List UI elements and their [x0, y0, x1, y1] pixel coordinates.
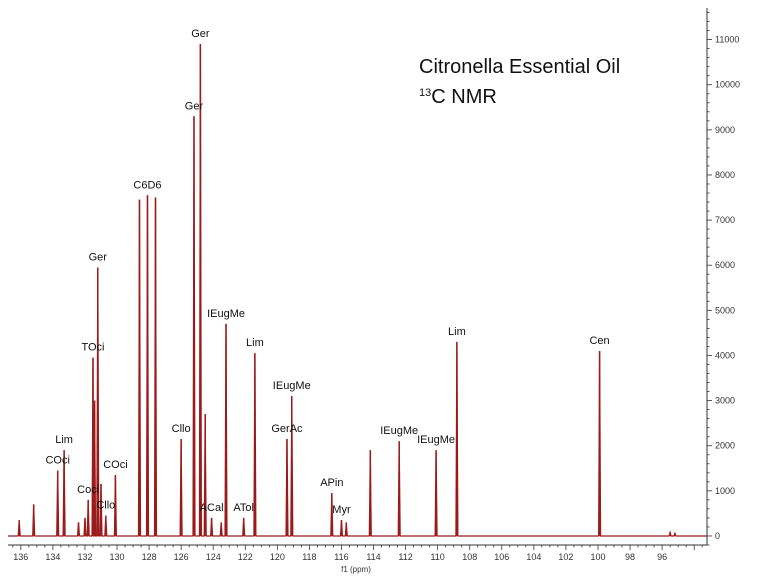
x-tick-label: 116 — [334, 552, 348, 562]
peak-label: C6D6 — [133, 179, 161, 191]
peak-label: Myr — [332, 504, 351, 516]
chart-title: Citronella Essential Oil — [419, 56, 620, 78]
x-tick-label: 100 — [590, 552, 605, 562]
x-tick-label: 124 — [206, 552, 221, 562]
y-tick-label: 4000 — [715, 350, 735, 360]
peak-label: Cllo — [172, 423, 191, 435]
x-tick-label: 136 — [13, 552, 28, 562]
plot-area: 136 134 132 130 128 126 124 122 120 118 116 114 112 1… — [8, 8, 740, 562]
y-tick-label: 6000 — [715, 260, 735, 270]
x-tick-label: 114 — [366, 552, 380, 562]
x-tick-label: 130 — [110, 552, 125, 562]
y-tick-label: 10000 — [715, 80, 740, 90]
peak-label: IEugMe — [417, 434, 455, 446]
y-tick-label: 9000 — [715, 125, 735, 135]
peak-label: Lim — [246, 337, 264, 349]
x-tick-label: 108 — [462, 552, 477, 562]
x-tick-label: 112 — [398, 552, 412, 562]
x-tick-label: 134 — [45, 552, 60, 562]
x-tick-label: 132 — [77, 552, 92, 562]
x-tick-label: 96 — [657, 552, 667, 562]
peak-label: Ger — [185, 100, 204, 112]
peak-label: TOci — [81, 342, 104, 354]
chart-subtitle: 13C NMR — [419, 86, 497, 108]
x-tick-label: 104 — [526, 552, 541, 562]
peak-label: Ger — [191, 28, 210, 40]
x-tick-label: 102 — [558, 552, 573, 562]
spectrum-trace — [8, 44, 707, 537]
y-tick-label: 11000 — [715, 35, 739, 45]
peak-label: Cllo — [96, 500, 115, 512]
peak-label: IEugMe — [380, 425, 418, 437]
y-tick-label: 7000 — [715, 215, 735, 225]
x-tick-label: 98 — [625, 552, 635, 562]
peak-label: Lim — [448, 326, 466, 338]
x-tick-label: 128 — [142, 552, 157, 562]
x-tick-label: 106 — [494, 552, 509, 562]
peak-label: COci — [103, 459, 127, 471]
y-tick-label: 2000 — [715, 441, 735, 451]
peak-label: Coci — [77, 484, 99, 496]
y-tick-label: 8000 — [715, 170, 735, 180]
peak-label: IEugMe — [273, 380, 311, 392]
peak-label: ACal — [200, 502, 224, 514]
peak-label: APin — [320, 477, 343, 489]
peak-label: COci — [45, 455, 69, 467]
chart-subtitle-sup: 13 — [419, 87, 431, 99]
x-tick-label: 120 — [270, 552, 285, 562]
peak-label: Ger — [89, 251, 108, 263]
peak-label: GerAc — [271, 423, 303, 435]
y-tick-label: 5000 — [715, 305, 735, 315]
peak-label: IEugMe — [207, 308, 245, 320]
x-axis-label: f1 (ppm) — [341, 565, 371, 574]
x-tick-label: 122 — [238, 552, 253, 562]
y-tick-label: 3000 — [715, 396, 735, 406]
chart-subtitle-main: C NMR — [431, 86, 497, 108]
x-tick-label: 126 — [174, 552, 189, 562]
peak-label: Cen — [589, 335, 609, 347]
x-tick-label: 110 — [430, 552, 444, 562]
peak-label: Lim — [55, 434, 73, 446]
y-tick-label: 0 — [715, 531, 720, 541]
x-tick-label: 118 — [302, 552, 316, 562]
peak-label: ATol — [233, 502, 254, 514]
y-tick-label: 1000 — [715, 486, 735, 496]
